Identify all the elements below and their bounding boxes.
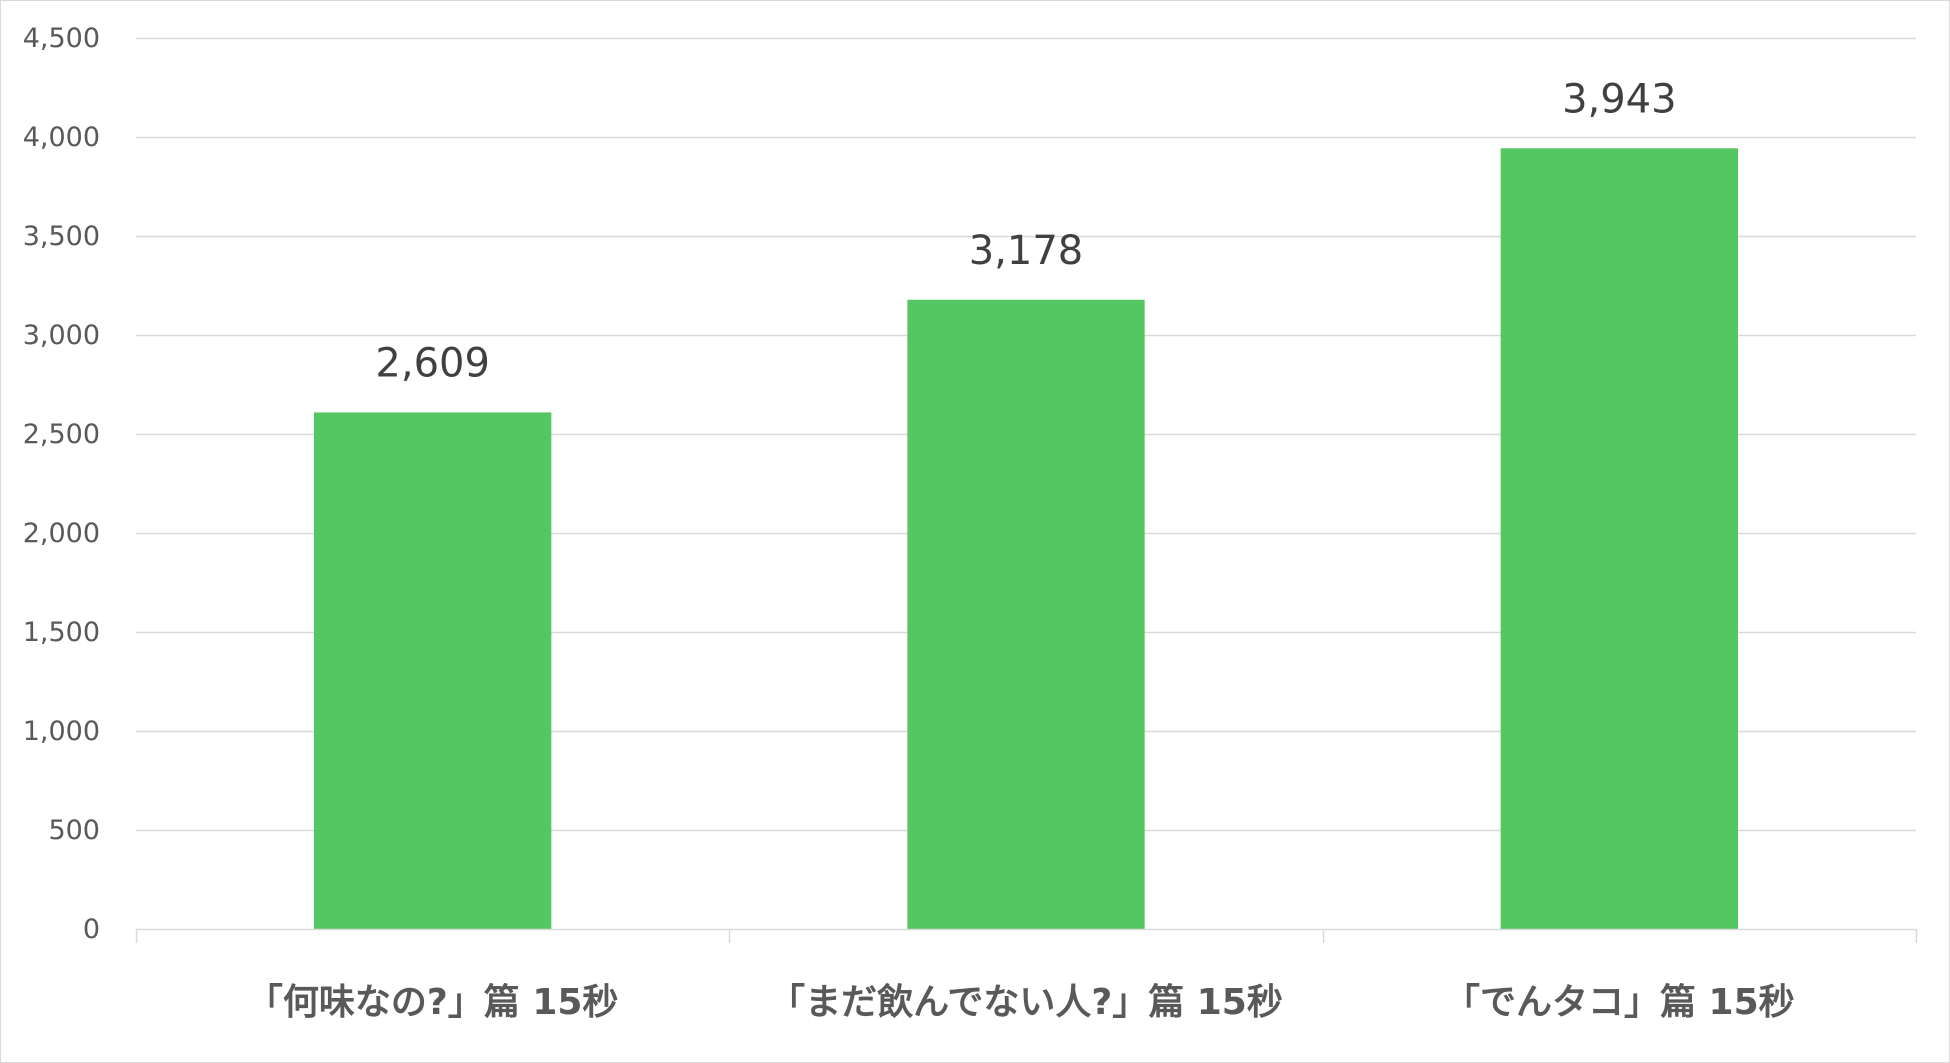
category-label: 「でんタコ」篇 15秒 xyxy=(1444,982,1795,1023)
y-tick-label: 0 xyxy=(83,914,100,945)
y-tick-label: 4,500 xyxy=(23,23,100,54)
bar xyxy=(314,412,552,930)
y-tick-label: 2,500 xyxy=(23,419,100,450)
x-axis xyxy=(135,928,1918,943)
category-labels: 「何味なの?」篇 15秒 「まだ飲んでない人?」篇 15秒 「でんタコ」篇 15秒 xyxy=(247,982,1795,1023)
y-tick-label: 4,000 xyxy=(23,122,100,153)
bar xyxy=(907,299,1145,930)
bars xyxy=(314,148,1738,930)
data-label: 2,609 xyxy=(375,340,490,386)
y-tick-label: 500 xyxy=(48,815,100,846)
y-tick-label: 1,500 xyxy=(23,617,100,648)
y-tick-label: 1,000 xyxy=(23,716,100,747)
y-tick-label: 3,000 xyxy=(23,320,100,351)
bar xyxy=(1500,148,1738,929)
y-tick-label: 3,500 xyxy=(23,221,100,252)
data-label: 3,178 xyxy=(969,228,1084,274)
data-labels: 2,609 3,178 3,943 xyxy=(375,76,1676,386)
category-label: 「何味なの?」篇 15秒 xyxy=(247,982,619,1023)
y-axis-tick-labels: 0 500 1,000 1,500 2,000 2,500 3,000 3,500 4,000 4… xyxy=(23,23,100,945)
data-label: 3,943 xyxy=(1562,76,1677,122)
y-tick-label: 2,000 xyxy=(23,518,100,549)
category-label: 「まだ飲んでない人?」篇 15秒 xyxy=(769,982,1283,1023)
